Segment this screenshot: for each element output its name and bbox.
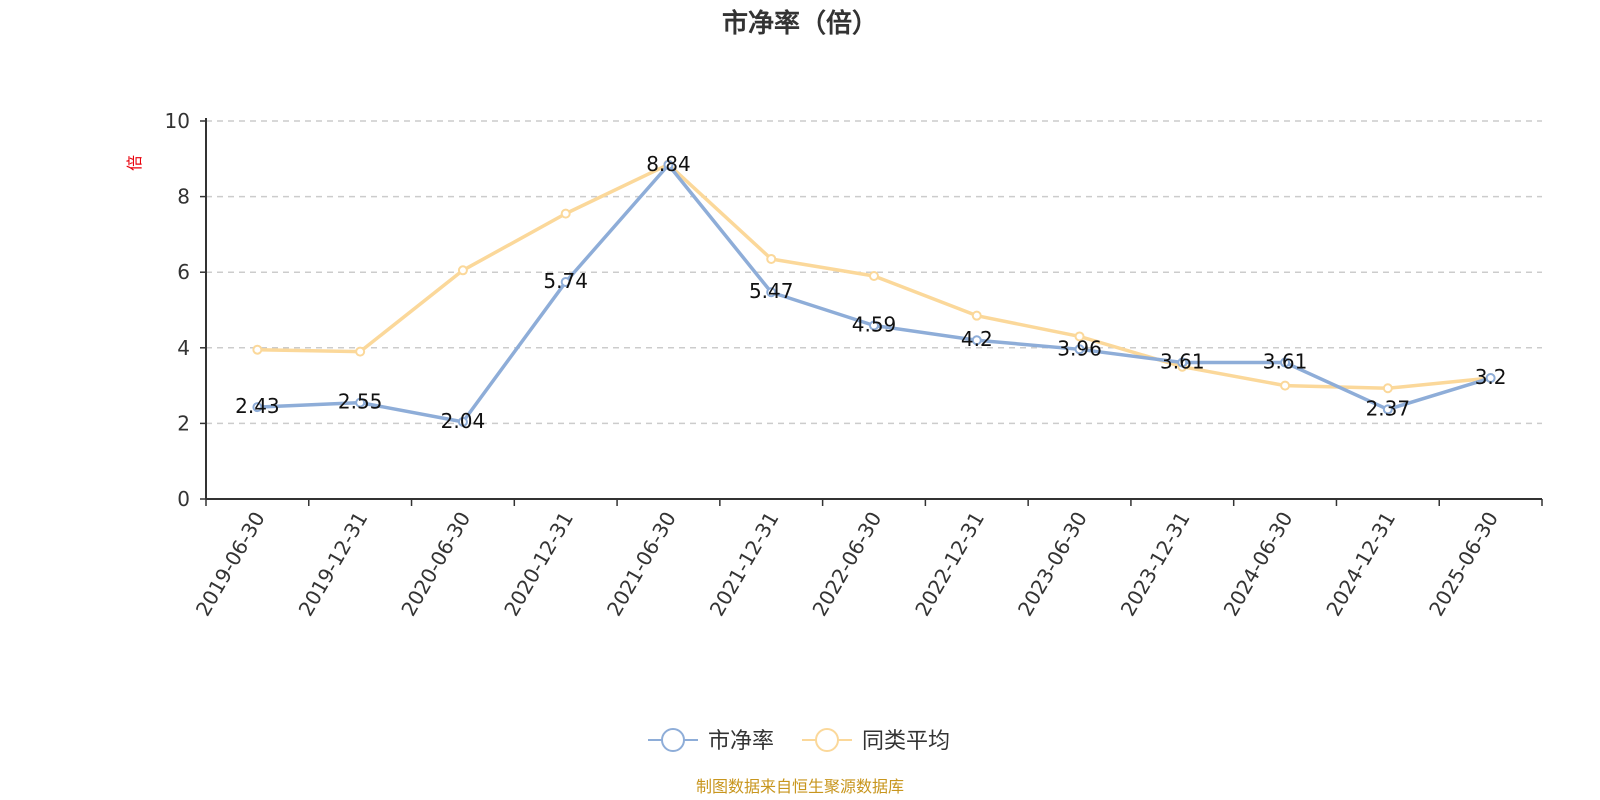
series-point	[1074, 344, 1085, 355]
series-point	[252, 344, 263, 355]
series-point	[766, 253, 777, 264]
data-label: 3.96	[1057, 336, 1102, 360]
series-point	[1177, 357, 1188, 368]
x-tick-label: 2019-12-31	[294, 508, 373, 621]
series-point	[1280, 380, 1291, 391]
series-point	[869, 320, 879, 331]
series-point	[1074, 331, 1085, 342]
series-point	[766, 287, 777, 298]
legend-label: 同类平均	[862, 729, 950, 754]
series-point	[560, 208, 571, 219]
data-label: 5.74	[543, 269, 588, 293]
x-tick-label: 2024-12-31	[1321, 508, 1400, 621]
data-label: 2.04	[441, 409, 486, 433]
series-point	[663, 159, 674, 170]
series-point	[1382, 404, 1393, 415]
series-point	[971, 335, 982, 346]
data-label: 2.43	[235, 394, 280, 418]
series-layer	[252, 159, 1496, 427]
series-line	[257, 163, 1492, 424]
series-point	[869, 270, 879, 281]
series-point	[1280, 357, 1291, 368]
y-tick-label: 10	[165, 109, 190, 133]
series-point	[971, 310, 982, 321]
x-tick-label: 2025-06-30	[1424, 508, 1503, 621]
x-tick-label: 2019-06-30	[191, 508, 270, 621]
source-note: 制图数据来自恒生聚源数据库	[696, 777, 904, 796]
legend: 市净率 同类平均	[648, 728, 950, 754]
x-tick-label: 2022-06-30	[807, 508, 886, 621]
series-point	[560, 277, 571, 288]
x-tick-label: 2020-06-30	[396, 508, 475, 621]
data-label: 3.2	[1475, 365, 1507, 389]
data-label: 4.2	[961, 327, 993, 351]
data-label: 2.37	[1366, 396, 1411, 420]
data-label-layer: 2.43 2.55 2.04 5.74 8.84 5.47 4.59 4.2 3.96 3.61 3…	[235, 152, 1506, 433]
y-tick-label: 6	[177, 260, 190, 284]
data-label: 2.55	[338, 390, 383, 414]
y-tick-label: 4	[177, 336, 190, 360]
series-point	[355, 346, 366, 357]
x-tick-label: 2024-06-30	[1219, 508, 1298, 621]
y-tick-label: 0	[177, 487, 190, 511]
legend-marker	[815, 728, 839, 752]
series-point	[457, 416, 468, 427]
y-axis-unit-label: 倍	[125, 155, 144, 171]
series-point	[252, 402, 263, 413]
legend-marker	[661, 728, 685, 752]
legend-label: 市净率	[708, 729, 774, 754]
data-label: 5.47	[749, 279, 794, 303]
x-tick-label: 2023-06-30	[1013, 508, 1092, 621]
y-tick-label: 2	[177, 411, 190, 435]
data-label: 4.59	[852, 312, 897, 336]
series-point	[355, 397, 366, 408]
y-tick-label: 8	[177, 185, 190, 209]
data-label: 3.61	[1160, 350, 1205, 374]
x-tick-label: 2022-12-31	[910, 508, 989, 621]
axis-layer: 0 2 4 6 8 10 2019-06-30 2019-12-31 2020-06-30 202…	[165, 109, 1543, 621]
data-label: 8.84	[646, 152, 691, 176]
x-tick-label: 2023-12-31	[1116, 508, 1195, 621]
grid-layer	[206, 120, 1542, 425]
x-tick-label: 2021-12-31	[705, 508, 784, 621]
series-point	[1485, 373, 1496, 384]
chart-title: 市净率（倍）	[722, 8, 878, 39]
series-point	[1382, 383, 1393, 394]
series-point	[457, 265, 468, 276]
data-label: 3.61	[1263, 350, 1308, 374]
x-tick-label: 2020-12-31	[499, 508, 578, 621]
x-tick-label: 2021-06-30	[602, 508, 681, 621]
